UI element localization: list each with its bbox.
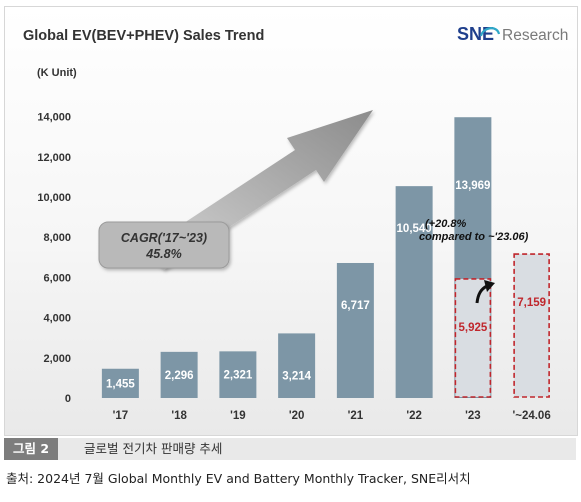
- partial-year-bar: [454, 278, 492, 398]
- bar-data-label: 1,455: [106, 378, 135, 390]
- y-tick-label: 8,000: [43, 232, 71, 244]
- logo-swoosh-icon: [479, 27, 501, 37]
- bar-series: 1,455 2,296 2,321 3,214 6,717 10,540 13,969 5,9…: [101, 117, 550, 399]
- small-curved-arrow: [475, 280, 495, 304]
- logo-research-text: Research: [502, 27, 568, 44]
- x-tick-label: '23: [465, 410, 481, 422]
- figure-caption-text: 글로벌 전기차 판매량 추세: [84, 441, 223, 456]
- chart-title: Global EV(BEV+PHEV) Sales Trend: [23, 28, 264, 44]
- bar-data-label: 3,214: [282, 370, 311, 382]
- growth-note: (+20.8% compared to ~'23.06): [419, 218, 529, 243]
- bar: [101, 368, 139, 398]
- y-unit-label: (K Unit): [37, 67, 77, 79]
- x-tick-label: '18: [171, 410, 187, 422]
- bar-data-label: 2,296: [165, 370, 194, 382]
- growth-note-line2: compared to ~'23.06): [419, 231, 529, 243]
- y-axis-ticks: 0 2,000 4,000 6,000 8,000 10,000 12,000 14,000: [37, 112, 71, 405]
- x-tick-label: '21: [348, 410, 364, 422]
- y-tick-label: 0: [65, 393, 71, 405]
- partial-bar-data-label: 7,159: [517, 297, 546, 309]
- cagr-callout: CAGR('17~'23) 45.8%: [98, 221, 230, 269]
- bar-data-label: 10,540: [397, 223, 432, 235]
- bar-data-label: 2,321: [223, 370, 252, 382]
- x-tick-label: '~24.06: [513, 410, 551, 422]
- partial-year-bar: [513, 253, 550, 398]
- bar-chart: Global EV(BEV+PHEV) Sales Trend SNE Rese…: [23, 24, 568, 422]
- x-axis-ticks: '17 '18 '19 '20 '21 '22 '23 '~24.06: [113, 410, 551, 422]
- growth-note-line1: (+20.8%: [425, 218, 466, 230]
- cagr-label: CAGR('17~'23): [121, 231, 207, 245]
- curved-arrow-head-icon: [484, 280, 495, 292]
- x-tick-label: '22: [406, 410, 422, 422]
- logo-sne-text: SNE: [457, 24, 494, 44]
- source-line: 출처: 2024년 7월 Global Monthly EV and Batte…: [6, 471, 471, 486]
- y-tick-label: 2,000: [43, 353, 71, 365]
- y-tick-label: 14,000: [37, 112, 71, 124]
- bar: [395, 186, 433, 398]
- bar: [278, 333, 316, 398]
- y-tick-label: 10,000: [37, 192, 71, 204]
- bar-data-label: 6,717: [341, 300, 370, 312]
- cagr-value: 45.8%: [145, 247, 181, 261]
- y-tick-label: 4,000: [43, 313, 71, 325]
- x-tick-label: '20: [289, 410, 305, 422]
- cagr-box: [98, 221, 230, 269]
- y-tick-label: 12,000: [37, 152, 71, 164]
- x-tick-label: '19: [230, 410, 246, 422]
- y-tick-label: 6,000: [43, 272, 71, 284]
- x-tick-label: '17: [113, 410, 129, 422]
- curved-arrow-shaft-icon: [475, 284, 488, 304]
- partial-bar-data-label: 5,925: [458, 322, 487, 334]
- figure-caption: 그림 2 글로벌 전기차 판매량 추세: [4, 438, 576, 460]
- bar: [336, 262, 374, 398]
- chart-panel: Global EV(BEV+PHEV) Sales Trend SNE Rese…: [4, 6, 578, 436]
- bar-data-label: 13,969: [455, 180, 490, 192]
- bar: [219, 351, 257, 398]
- figure-number-badge: 그림 2: [4, 438, 59, 460]
- bar: [160, 351, 198, 398]
- sne-research-logo: SNE Research: [457, 24, 568, 44]
